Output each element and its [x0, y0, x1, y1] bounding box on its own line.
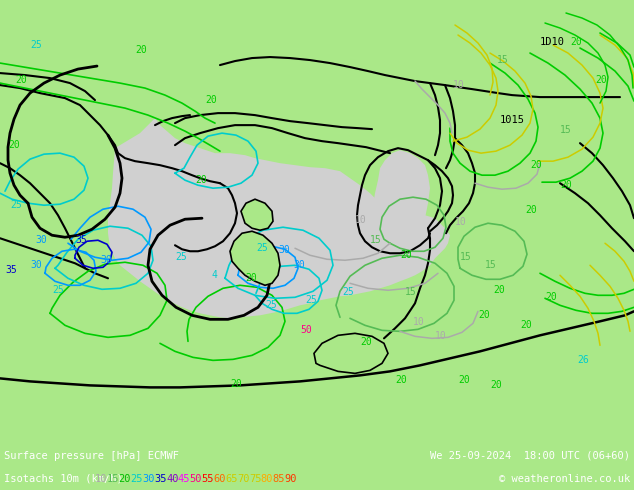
Text: 50: 50 — [300, 325, 312, 335]
Text: 30: 30 — [142, 474, 155, 484]
Text: 25: 25 — [131, 474, 143, 484]
Text: 10: 10 — [413, 318, 425, 327]
Text: 70: 70 — [237, 474, 249, 484]
Text: 20: 20 — [135, 45, 146, 55]
Text: 35: 35 — [75, 235, 87, 245]
Text: 26: 26 — [577, 355, 589, 366]
Text: 40: 40 — [166, 474, 179, 484]
Text: 20: 20 — [195, 175, 207, 185]
Polygon shape — [373, 150, 430, 238]
Text: 35: 35 — [154, 474, 167, 484]
Text: 15: 15 — [560, 125, 572, 135]
Text: 20: 20 — [570, 37, 582, 47]
Text: © weatheronline.co.uk: © weatheronline.co.uk — [499, 474, 630, 484]
Text: 30: 30 — [35, 235, 47, 245]
Text: We 25-09-2024  18:00 UTC (06+60): We 25-09-2024 18:00 UTC (06+60) — [430, 451, 630, 461]
Polygon shape — [162, 177, 238, 250]
Polygon shape — [314, 333, 388, 373]
Text: 20: 20 — [245, 273, 257, 283]
Text: 30: 30 — [278, 245, 290, 255]
Text: 65: 65 — [225, 474, 238, 484]
Text: Surface pressure [hPa] ECMWF: Surface pressure [hPa] ECMWF — [4, 451, 179, 461]
Text: 10: 10 — [95, 474, 108, 484]
Text: 20: 20 — [520, 320, 532, 330]
Text: 20: 20 — [530, 160, 541, 170]
Text: 15: 15 — [485, 260, 497, 270]
Polygon shape — [241, 199, 273, 230]
Text: 30: 30 — [100, 255, 112, 265]
Text: 20: 20 — [119, 474, 131, 484]
Text: Isotachs 10m (km/h): Isotachs 10m (km/h) — [4, 474, 123, 484]
Text: 25: 25 — [265, 300, 277, 310]
Polygon shape — [230, 231, 280, 285]
Text: 75: 75 — [249, 474, 261, 484]
Text: 20: 20 — [490, 380, 501, 391]
Text: 25: 25 — [30, 40, 42, 50]
Text: 15: 15 — [460, 252, 472, 262]
Text: 85: 85 — [273, 474, 285, 484]
Text: 90: 90 — [284, 474, 297, 484]
Text: 35: 35 — [5, 265, 16, 275]
Text: 1015: 1015 — [500, 115, 525, 125]
Text: 20: 20 — [205, 95, 217, 105]
Text: 20: 20 — [395, 375, 407, 386]
Text: 20: 20 — [15, 75, 27, 85]
Text: 10: 10 — [435, 331, 447, 342]
Text: 20: 20 — [230, 379, 242, 390]
Text: 25: 25 — [305, 295, 317, 305]
Text: 30: 30 — [30, 260, 42, 270]
Text: 60: 60 — [213, 474, 226, 484]
Text: 20: 20 — [560, 180, 572, 190]
Text: 80: 80 — [261, 474, 273, 484]
Text: 10: 10 — [453, 80, 465, 90]
Text: 20: 20 — [525, 205, 537, 215]
Text: 20: 20 — [545, 293, 557, 302]
Text: 25: 25 — [256, 243, 268, 253]
Text: 20: 20 — [478, 310, 489, 320]
Text: 15: 15 — [497, 55, 508, 65]
Text: 20: 20 — [8, 140, 20, 150]
Text: 25: 25 — [342, 287, 354, 297]
Text: 10: 10 — [455, 217, 467, 227]
Text: 20: 20 — [458, 375, 470, 386]
Text: 15: 15 — [107, 474, 119, 484]
Text: 45: 45 — [178, 474, 190, 484]
Text: 25: 25 — [175, 252, 187, 262]
Text: 25: 25 — [52, 285, 64, 295]
Text: 25: 25 — [10, 200, 22, 210]
Text: 20: 20 — [360, 337, 372, 347]
Text: 30: 30 — [293, 260, 305, 270]
Text: 55: 55 — [202, 474, 214, 484]
Text: 20: 20 — [493, 285, 505, 295]
Text: 15: 15 — [370, 235, 382, 245]
Text: 20: 20 — [595, 75, 607, 85]
Text: 50: 50 — [190, 474, 202, 484]
Text: 15: 15 — [405, 287, 417, 297]
Text: 1D10: 1D10 — [540, 37, 565, 47]
Text: 4: 4 — [212, 270, 218, 280]
Polygon shape — [108, 118, 450, 318]
Text: 10: 10 — [355, 215, 366, 225]
Text: 20: 20 — [400, 250, 411, 260]
